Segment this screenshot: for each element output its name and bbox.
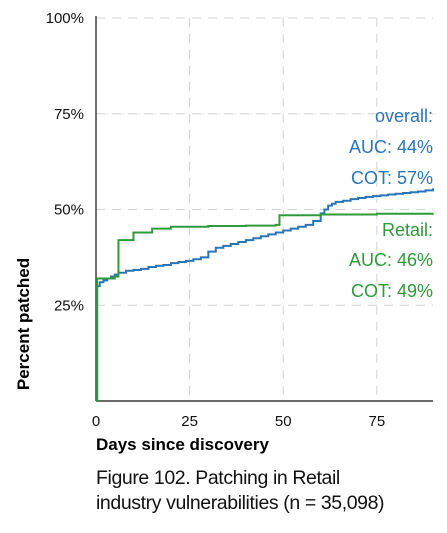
figure-caption: Figure 102. Patching in Retail industry … <box>96 466 446 516</box>
retail-annotation-cot: COT: 49% <box>351 281 433 301</box>
retail-annotation-title: Retail: <box>382 220 433 240</box>
caption-line-2: industry vulnerabilities (n = 35,098) <box>96 492 385 514</box>
grid-lines <box>96 17 433 401</box>
y-tick-label: 100% <box>46 10 84 27</box>
y-tick-label: 75% <box>54 106 84 123</box>
overall-annotation-cot: COT: 57% <box>351 168 433 188</box>
x-tick-label: 50 <box>275 413 292 430</box>
x-axis-title: Days since discovery <box>96 435 269 454</box>
x-tick-label: 25 <box>181 413 198 430</box>
y-tick-label: 25% <box>54 297 84 314</box>
overall-annotation-auc: AUC: 44% <box>349 137 433 157</box>
patching-chart: 25% 50% 75% 100% 0 25 50 75 Days since discover… <box>14 10 434 454</box>
series-lines <box>96 188 434 402</box>
y-axis-title: Percent patched <box>14 258 33 390</box>
series-line-overall <box>96 188 434 402</box>
overall-annotation: overall: AUC: 44% COT: 57% <box>349 106 433 188</box>
overall-annotation-title: overall: <box>375 106 433 126</box>
axes <box>95 16 433 402</box>
series-line-retail <box>96 212 434 402</box>
y-tick-label: 50% <box>54 202 84 219</box>
retail-annotation-auc: AUC: 46% <box>349 250 433 270</box>
x-tick-label: 0 <box>92 413 100 430</box>
caption-line-1: Figure 102. Patching in Retail <box>96 467 340 489</box>
x-tick-label: 75 <box>368 413 385 430</box>
tick-labels: 25% 50% 75% 100% 0 25 50 75 <box>46 10 386 430</box>
retail-annotation: Retail: AUC: 46% COT: 49% <box>349 220 433 301</box>
